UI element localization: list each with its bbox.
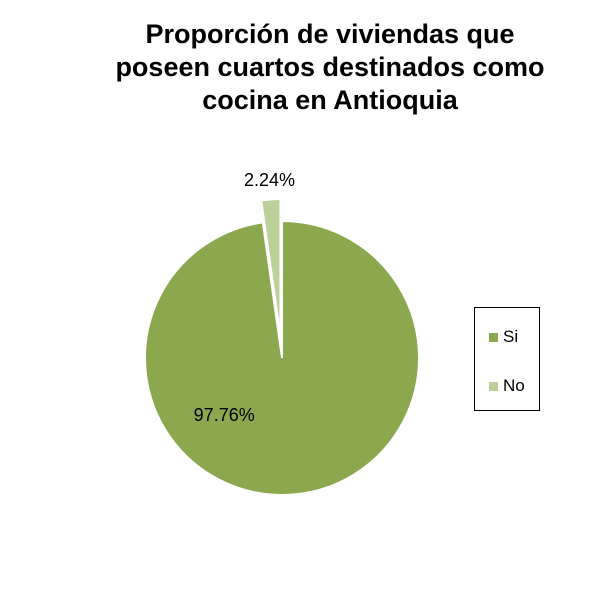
legend-label-no: No (503, 376, 525, 395)
chart-title: Proporción de viviendas que poseen cuart… (80, 18, 580, 117)
data-label-no: 2.24% (244, 170, 295, 190)
pie-slice-no (260, 198, 282, 337)
legend-item-no: No (489, 376, 525, 396)
legend-swatch-si (489, 332, 498, 342)
chart-title-line-2: poseen cuartos destinados como (115, 52, 545, 82)
legend-item-si: Si (489, 327, 518, 347)
chart-legend: Si No (474, 307, 540, 411)
chart-title-line-1: Proporción de viviendas que (145, 19, 515, 49)
data-label-si: 97.76% (194, 405, 255, 425)
legend-swatch-no (489, 381, 498, 391)
legend-label-si: Si (503, 327, 519, 346)
pie-slice-si (144, 219, 420, 496)
chart-title-line-3: cocina en Antioquia (202, 85, 458, 115)
